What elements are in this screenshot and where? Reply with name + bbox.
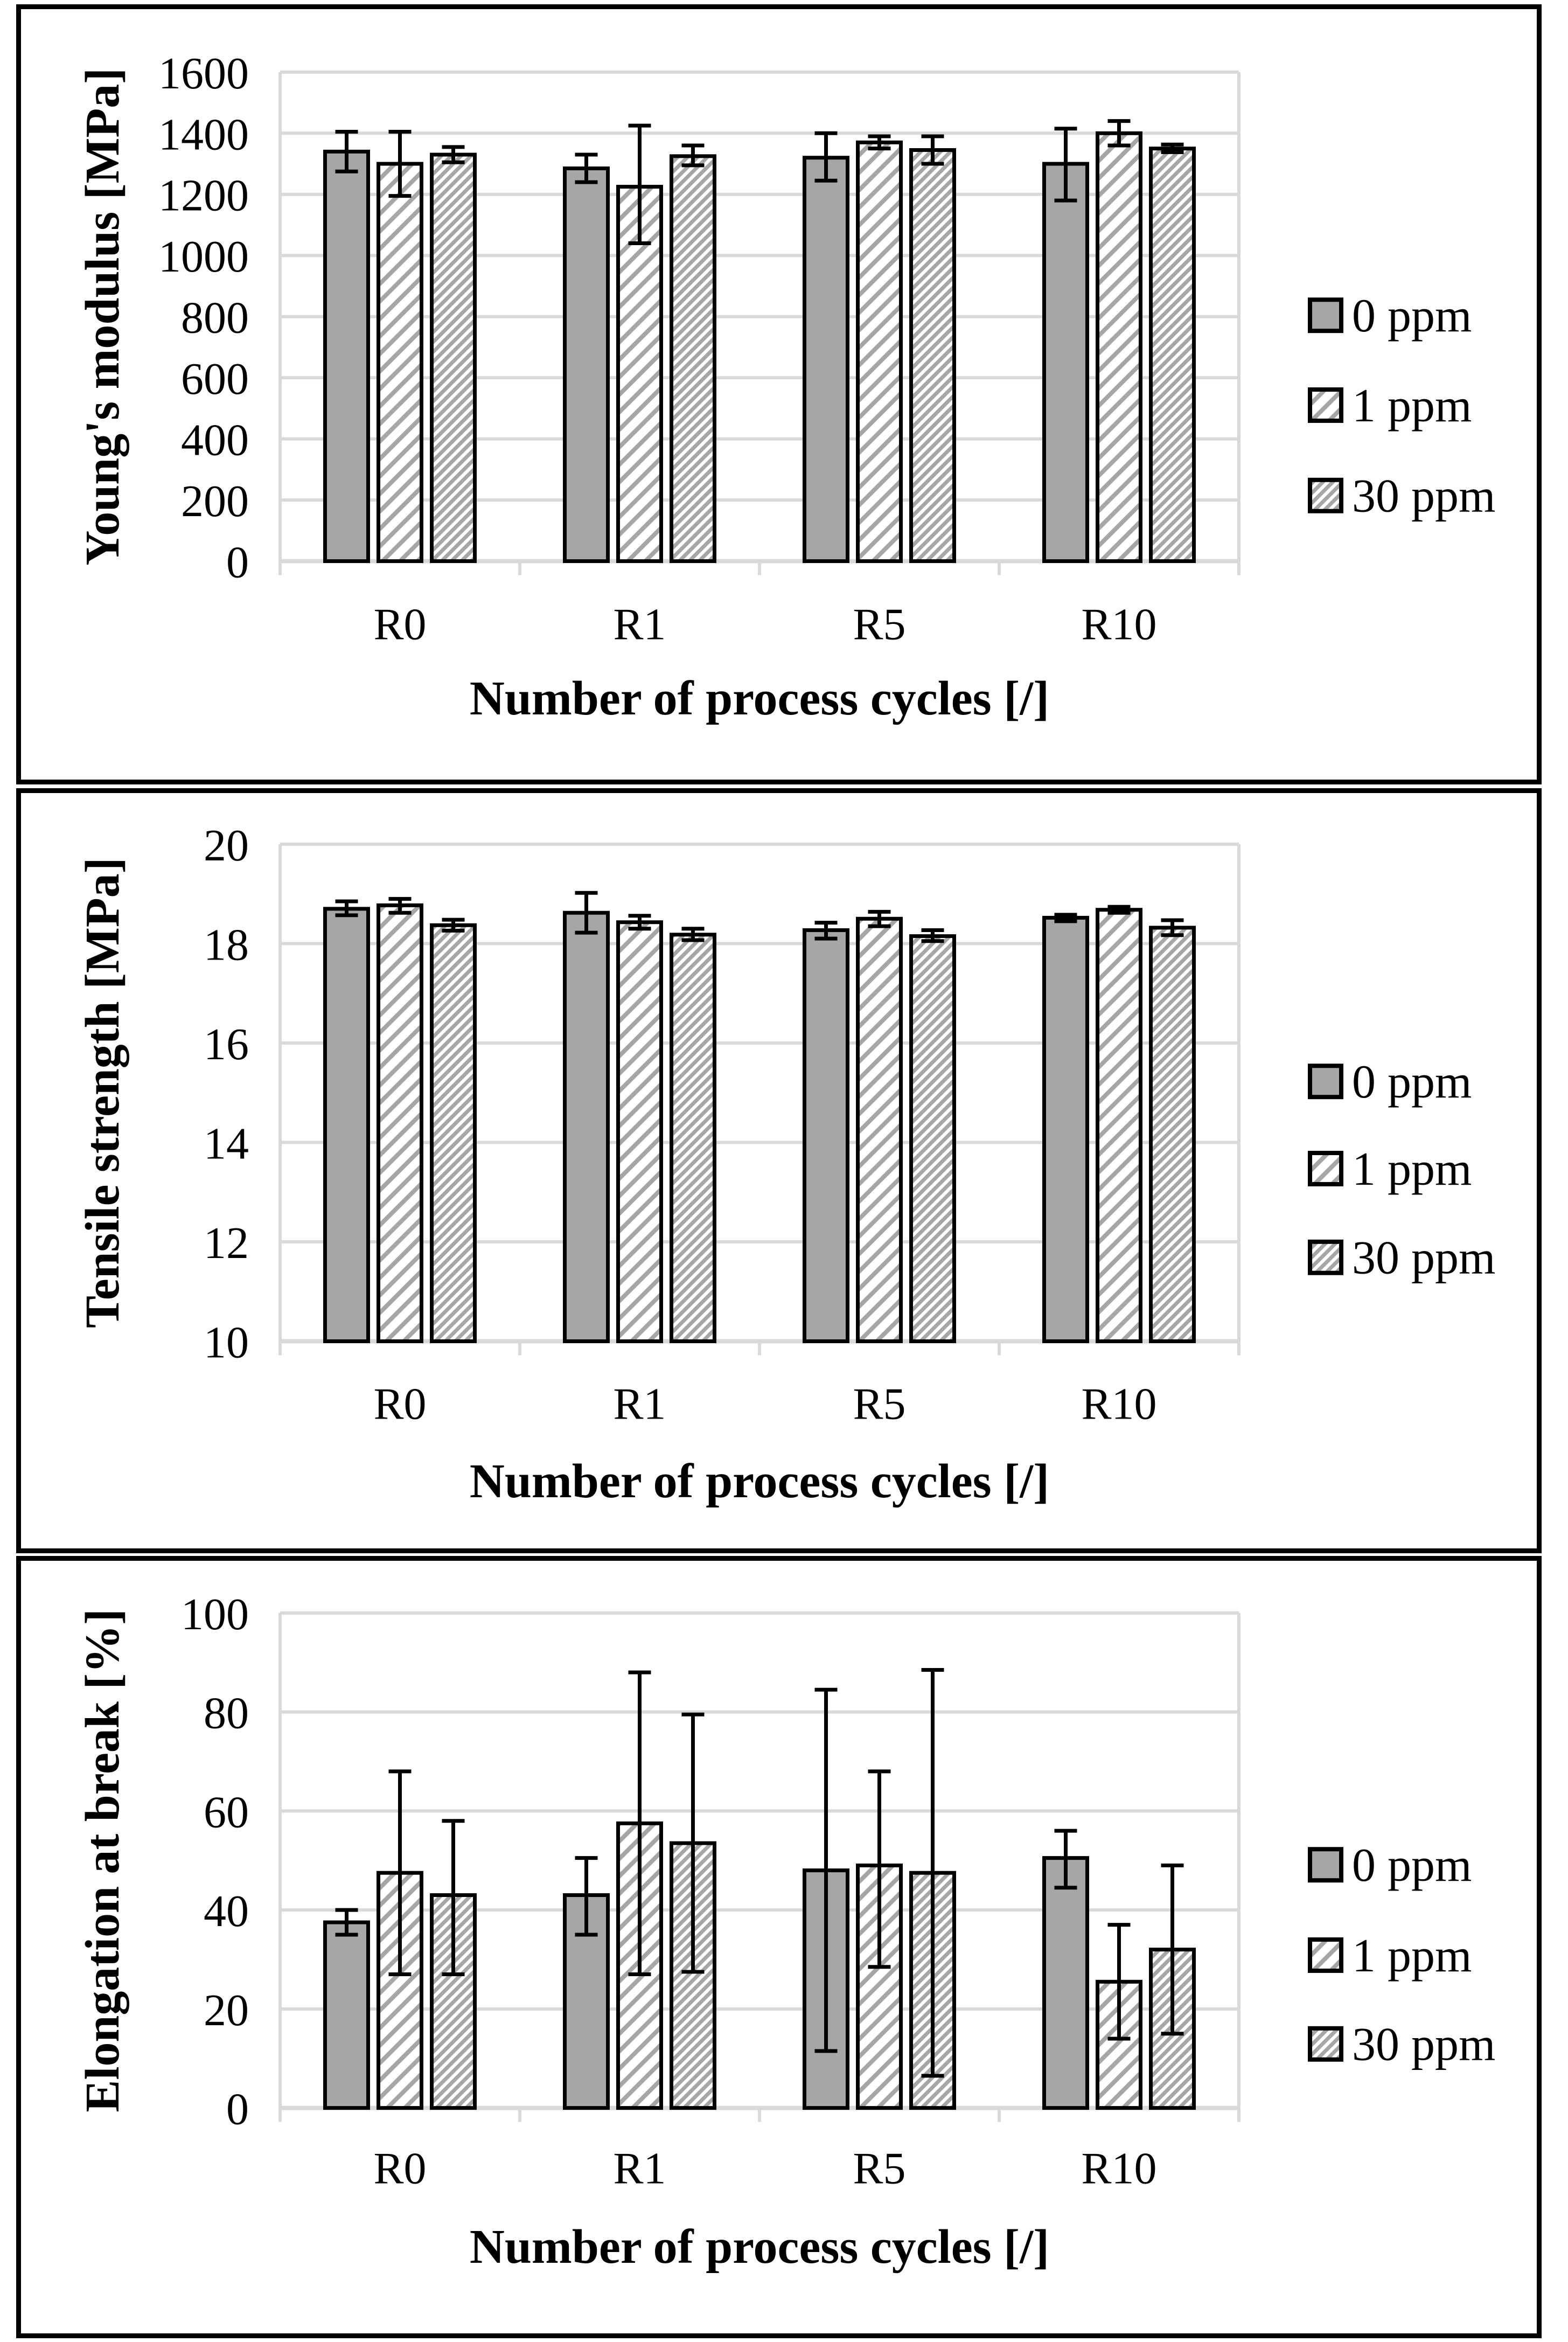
- x-axis-title: Number of process cycles [/]: [470, 2220, 1049, 2274]
- legend-swatch-30ppm: [1308, 2026, 1343, 2062]
- x-category-label: R5: [853, 2143, 905, 2193]
- y-tick-label: 80: [204, 1688, 249, 1739]
- x-category-label: R5: [853, 1379, 905, 1429]
- legend-label: 1 ppm: [1352, 1930, 1472, 1982]
- bar-R0-30ppm: [430, 152, 477, 564]
- bar-R10-0ppm: [1042, 162, 1089, 564]
- y-axis-title: Elongation at break [%]: [76, 1609, 129, 2112]
- x-category-label: R0: [373, 2143, 426, 2193]
- bar-chart-youngs-modulus: 1600 1400 1200 1000 800 600 400 200 0 R0 R1 R5 R10 Nu…: [76, 48, 1495, 725]
- legend-label: 30 ppm: [1352, 1232, 1495, 1284]
- bar-R5-0ppm: [803, 928, 849, 1344]
- bar-R10-30ppm: [1149, 926, 1196, 1344]
- legend-swatch-0ppm: [1308, 1064, 1343, 1100]
- bar-R0-30ppm: [430, 1893, 477, 2110]
- y-tick-label: 40: [204, 1886, 249, 1936]
- legend-label: 30 ppm: [1352, 2019, 1495, 2071]
- x-axis-title: Number of process cycles [/]: [470, 1455, 1049, 1508]
- legend-swatch-30ppm: [1308, 477, 1343, 513]
- y-tick-label: 1000: [158, 232, 249, 282]
- bar-R0-1ppm: [377, 903, 423, 1344]
- legend-label: 0 ppm: [1352, 290, 1472, 342]
- y-axis-title: Tensile strength [MPa]: [76, 857, 129, 1328]
- bar-R0-0ppm: [323, 1920, 370, 2110]
- legend-label: 0 ppm: [1352, 1056, 1472, 1108]
- bar-R5-1ppm: [856, 140, 903, 564]
- bar-R1-30ppm: [670, 933, 716, 1344]
- legend-swatch-1ppm: [1308, 1151, 1343, 1186]
- bar-R5-0ppm: [803, 156, 849, 564]
- y-tick-label: 20: [204, 1985, 249, 2035]
- bar-R1-30ppm: [670, 154, 716, 564]
- y-tick-label: 12: [204, 1218, 249, 1268]
- x-category-label: R10: [1081, 599, 1156, 649]
- y-tick-label: 100: [181, 1589, 249, 1639]
- bar-chart-tensile-strength: 20 18 16 14 12 10 R0 R1 R5 R10 Number of process c…: [76, 821, 1495, 1508]
- bar-R10-1ppm: [1096, 131, 1142, 564]
- x-category-label: R1: [613, 2143, 666, 2193]
- x-category-label: R5: [853, 599, 905, 649]
- bar-R10-30ppm: [1149, 147, 1196, 564]
- bar-R1-1ppm: [616, 185, 663, 564]
- x-category-label: R1: [613, 599, 666, 649]
- bar-R1-0ppm: [563, 166, 610, 564]
- bar-R10-1ppm: [1096, 908, 1142, 1344]
- y-tick-label: 0: [226, 2084, 249, 2135]
- y-tick-label: 18: [204, 920, 249, 970]
- y-tick-label: 600: [181, 354, 249, 404]
- legend-swatch-0ppm: [1308, 1847, 1343, 1883]
- bar-R0-1ppm: [377, 162, 423, 564]
- bar-chart-elongation-at-break: 100 80 60 40 20 0 R0 R1 R5 R10 Number of process c…: [76, 1589, 1495, 2274]
- legend-swatch-1ppm: [1308, 1937, 1343, 1973]
- legend-label: 1 ppm: [1352, 1143, 1472, 1196]
- x-category-label: R1: [613, 1379, 666, 1429]
- y-tick-label: 0: [226, 538, 249, 588]
- bar-R0-0ppm: [323, 907, 370, 1344]
- legend-label: 0 ppm: [1352, 1839, 1472, 1892]
- chart-panel-elongation-at-break: 100 80 60 40 20 0 R0 R1 R5 R10 Number of process c…: [16, 1556, 1542, 2338]
- y-tick-label: 1400: [158, 109, 249, 159]
- x-category-label: R10: [1081, 2143, 1156, 2193]
- legend-swatch-0ppm: [1308, 297, 1343, 333]
- x-axis-title: Number of process cycles [/]: [470, 672, 1049, 725]
- legend-swatch-1ppm: [1308, 387, 1343, 423]
- bar-R10-0ppm: [1042, 1856, 1089, 2110]
- chart-panel-tensile-strength: 20 18 16 14 12 10 R0 R1 R5 R10 Number of process c…: [16, 788, 1542, 1553]
- y-tick-label: 10: [204, 1318, 249, 1368]
- bar-R0-30ppm: [430, 923, 477, 1344]
- x-category-label: R10: [1081, 1379, 1156, 1429]
- x-category-label: R0: [373, 599, 426, 649]
- y-tick-label: 14: [204, 1118, 249, 1169]
- bar-R5-30ppm: [909, 148, 956, 564]
- y-tick-label: 20: [204, 821, 249, 871]
- x-category-label: R0: [373, 1379, 426, 1429]
- y-tick-label: 16: [204, 1019, 249, 1069]
- y-tick-label: 200: [181, 476, 249, 526]
- legend-label: 1 ppm: [1352, 380, 1472, 432]
- bar-R1-1ppm: [616, 920, 663, 1344]
- y-tick-label: 60: [204, 1787, 249, 1837]
- bar-R10-0ppm: [1042, 915, 1089, 1344]
- y-tick-label: 1200: [158, 171, 249, 221]
- bar-R1-0ppm: [563, 911, 610, 1344]
- y-axis-title: Young's modulus [MPa]: [76, 68, 129, 566]
- y-tick-label: 400: [181, 415, 249, 465]
- y-tick-label: 1600: [158, 48, 249, 99]
- bar-R5-30ppm: [909, 934, 956, 1344]
- bar-R5-1ppm: [856, 916, 903, 1344]
- legend-swatch-30ppm: [1308, 1239, 1343, 1275]
- bar-R0-0ppm: [323, 149, 370, 564]
- y-tick-label: 800: [181, 293, 249, 343]
- chart-panel-youngs-modulus: 1600 1400 1200 1000 800 600 400 200 0 R0 R1 R5 R10 Nu…: [16, 4, 1542, 784]
- legend-label: 30 ppm: [1352, 470, 1495, 523]
